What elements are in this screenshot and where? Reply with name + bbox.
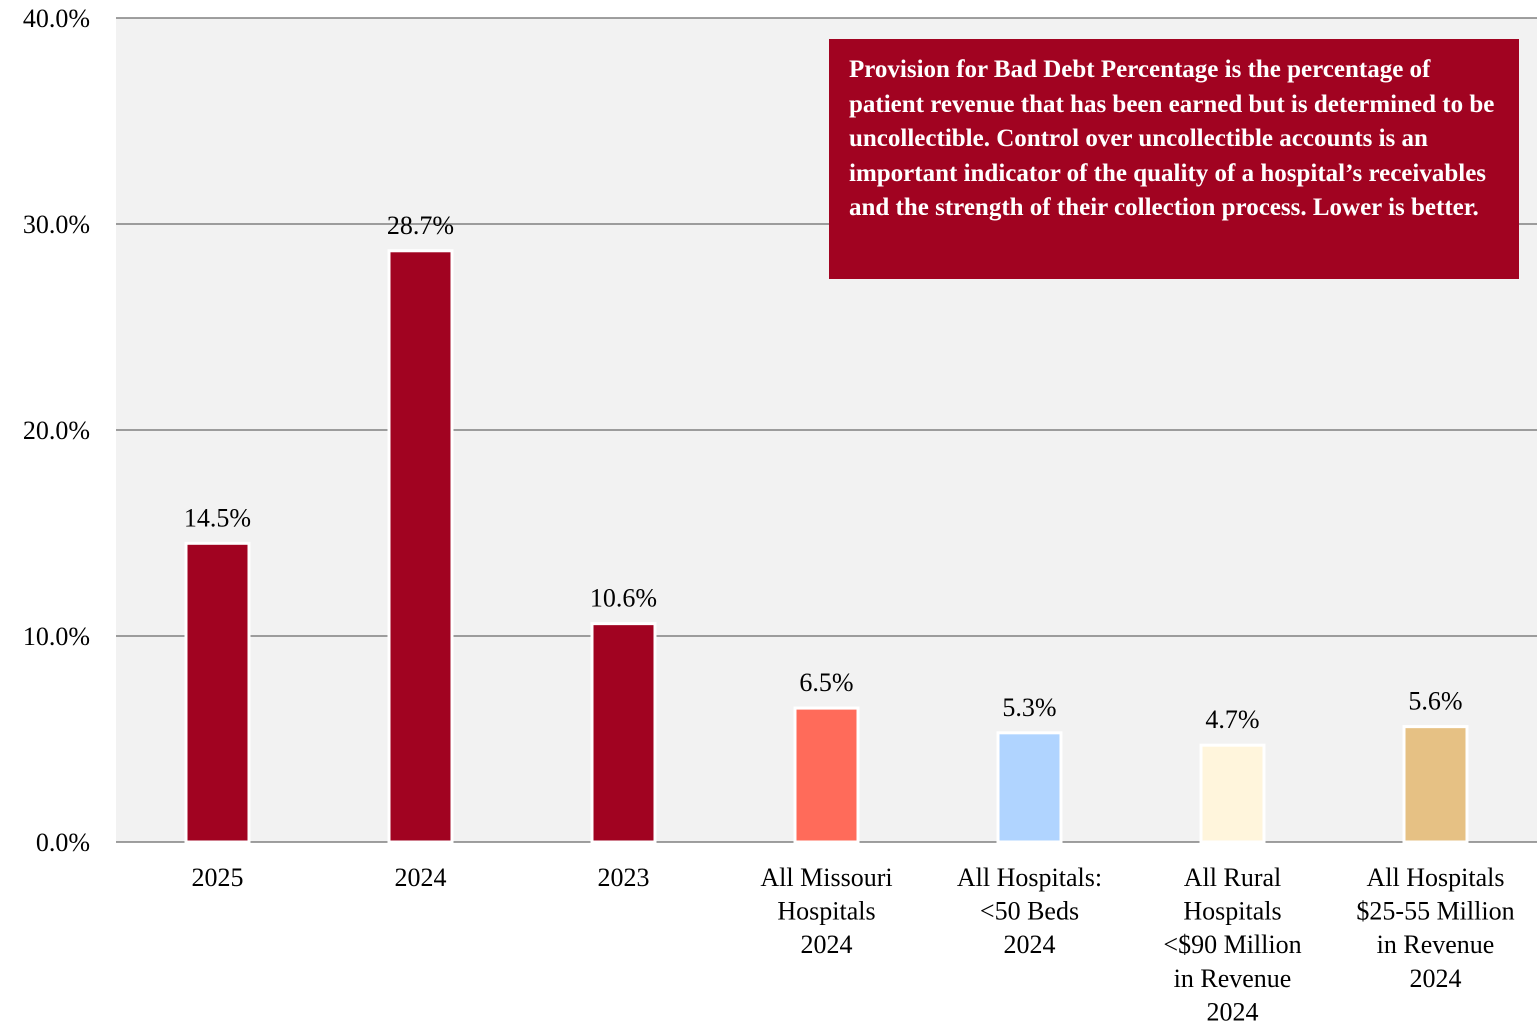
definition-note-box: Provision for Bad Debt Percentage is the…: [829, 39, 1519, 279]
x-category-label: 2023: [598, 863, 650, 892]
definition-note-text: Provision for Bad Debt Percentage is the…: [849, 56, 1495, 221]
x-category-label: All Missouri Hospitals 2024: [760, 863, 892, 959]
bar: [1402, 725, 1469, 844]
data-label: 28.7%: [387, 211, 454, 240]
y-axis-tick-labels: 0.0% 10.0% 20.0% 30.0% 40.0%: [23, 4, 90, 857]
bars: [184, 249, 1469, 844]
data-label: 4.7%: [1205, 705, 1259, 734]
y-tick-label: 0.0%: [36, 828, 90, 857]
data-labels: 14.5% 28.7% 10.6% 6.5% 5.3% 4.7% 5.6%: [184, 211, 1463, 734]
data-label: 5.6%: [1408, 687, 1462, 716]
x-category-label: 2025: [192, 863, 244, 892]
bar: [590, 622, 657, 844]
gridlines: [116, 17, 1537, 843]
bar: [387, 249, 454, 844]
bar: [793, 706, 860, 844]
x-axis-category-labels: 2025 2024 2023 All Missouri Hospitals 2024 All…: [192, 863, 1515, 1026]
data-label: 5.3%: [1002, 693, 1056, 722]
y-tick-label: 10.0%: [23, 622, 90, 651]
data-label: 14.5%: [184, 503, 251, 532]
bar: [1199, 743, 1266, 844]
y-tick-label: 40.0%: [23, 4, 90, 33]
x-category-label: All Rural Hospitals <$90 Million in Revenue…: [1163, 863, 1301, 1026]
x-category-label: All Hospitals $25-55 Million in Revenue 202…: [1356, 863, 1514, 993]
x-category-label: All Hospitals: <50 Beds 2024: [957, 863, 1102, 959]
y-tick-label: 30.0%: [23, 210, 90, 239]
bar: [184, 541, 251, 844]
y-tick-label: 20.0%: [23, 416, 90, 445]
data-label: 6.5%: [799, 668, 853, 697]
data-label: 10.6%: [590, 584, 657, 613]
x-category-label: 2024: [395, 863, 447, 892]
bar: [996, 731, 1063, 844]
